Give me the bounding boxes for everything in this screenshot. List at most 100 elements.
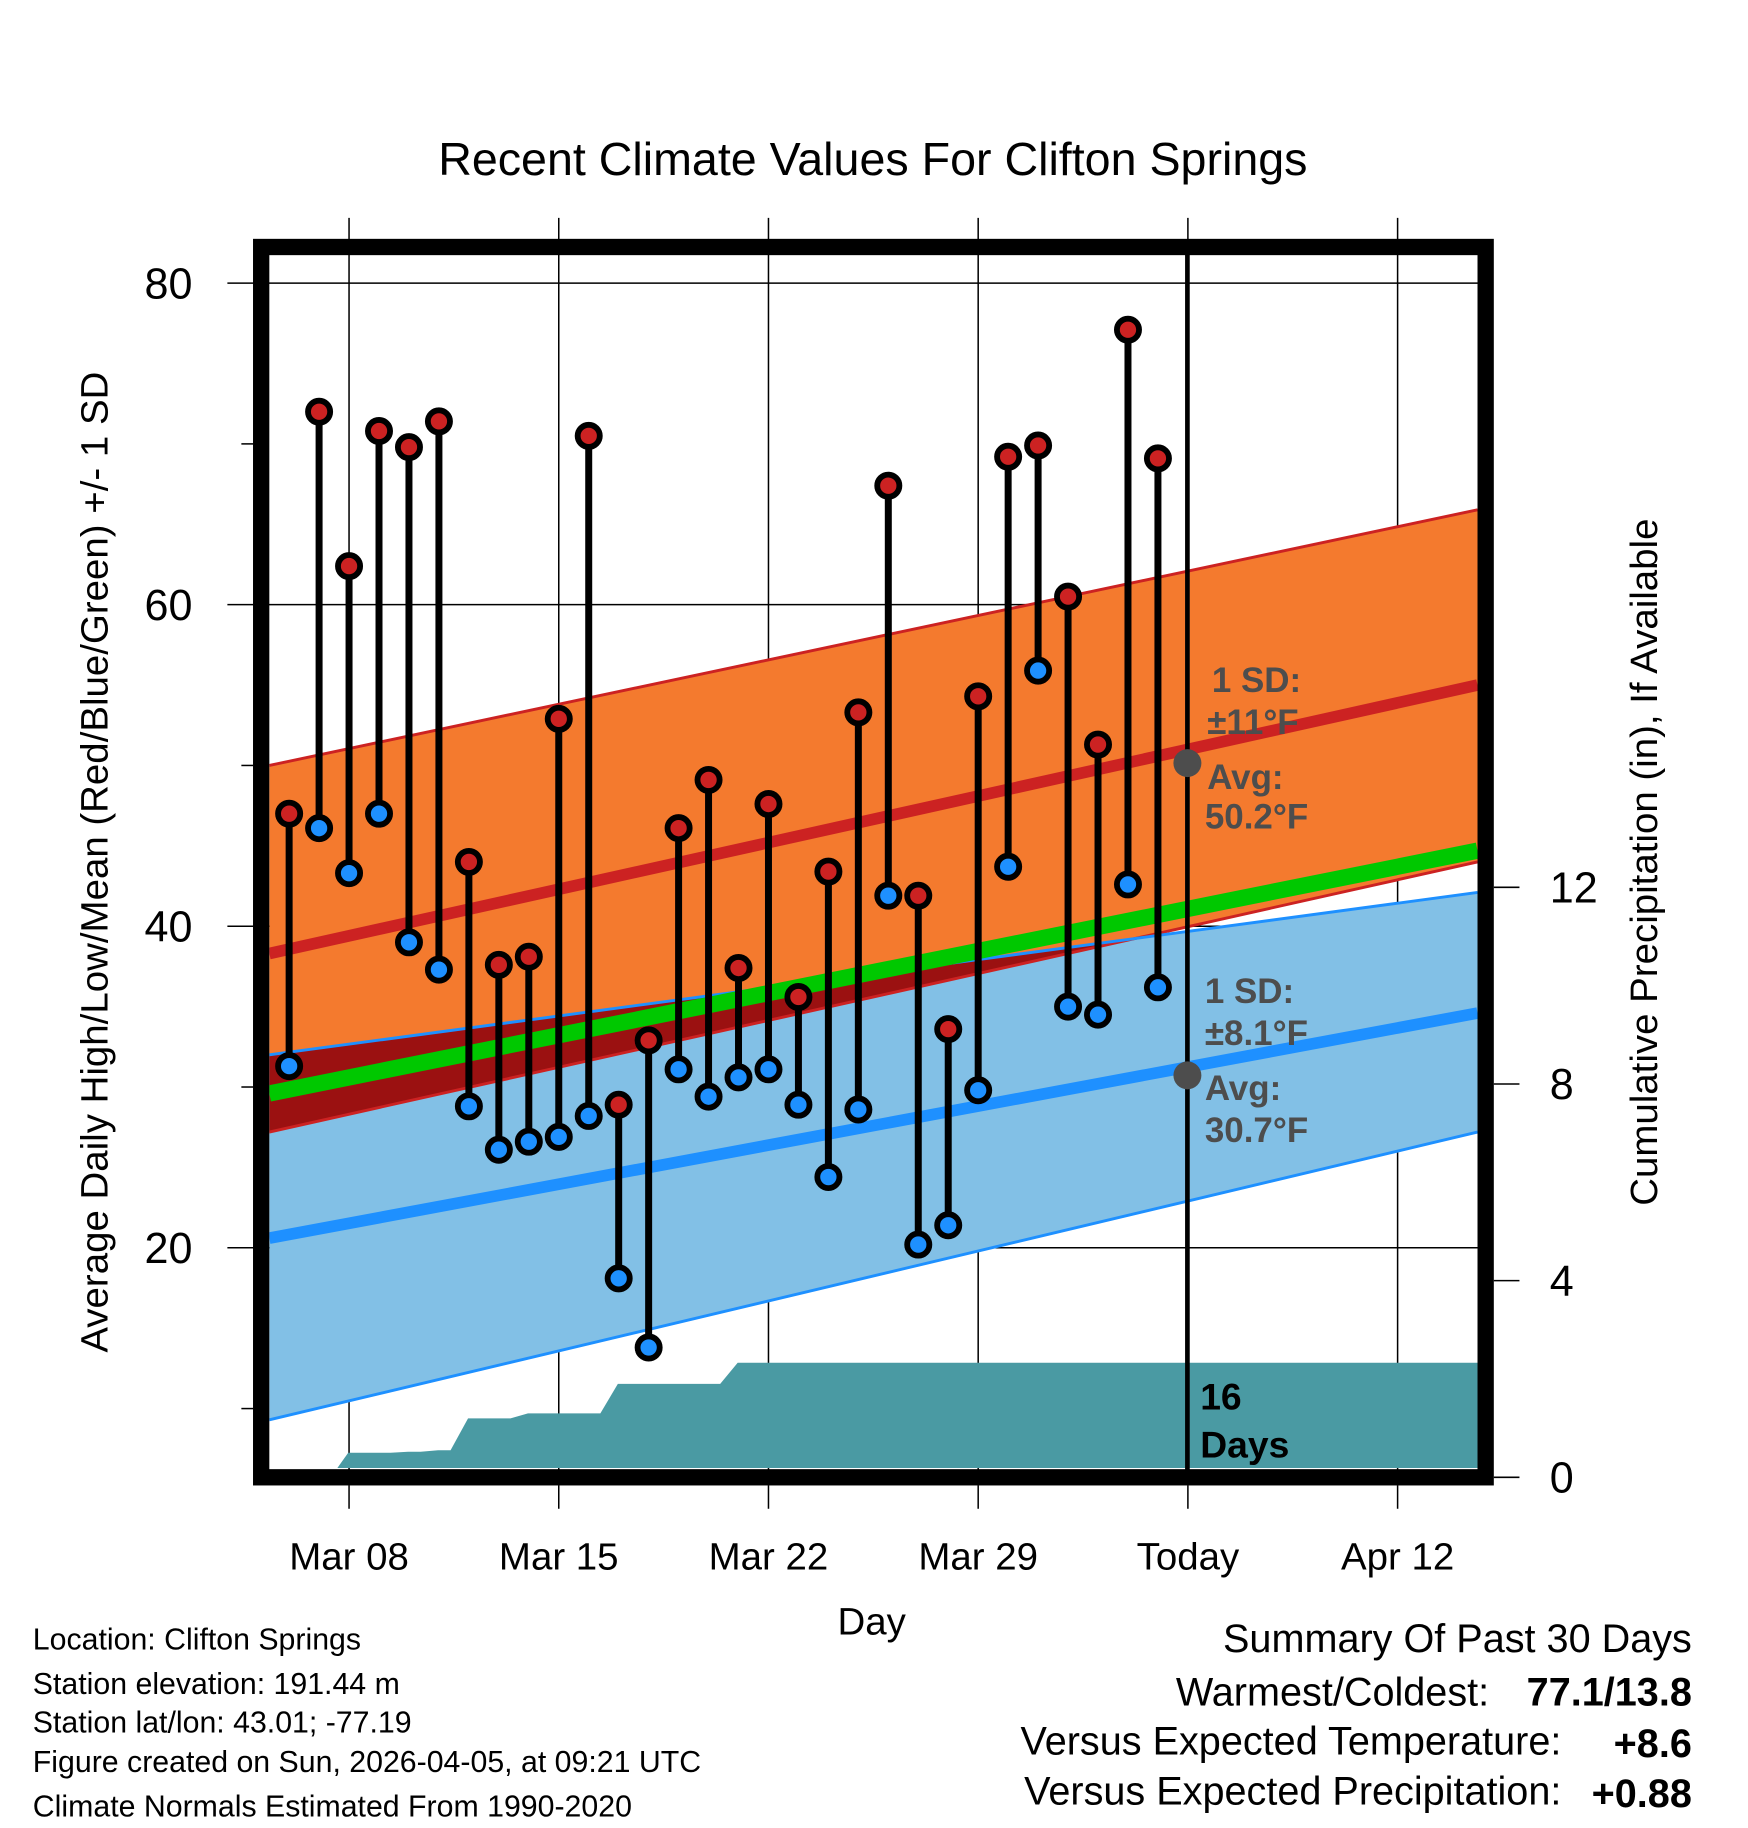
high-point (394, 433, 423, 462)
high-point (454, 847, 483, 876)
summary-temp-value: +8.6 (1614, 1722, 1692, 1766)
y-right-tick-label: 4 (1550, 1258, 1574, 1306)
low-point (604, 1264, 633, 1293)
low-avg-value: 30.7°F (1205, 1111, 1308, 1150)
x-tick-label: Mar 08 (289, 1535, 409, 1578)
low-point (844, 1095, 873, 1124)
today-high-avg-dot (1173, 749, 1202, 778)
low-point (1024, 656, 1053, 685)
high-point (1024, 431, 1053, 460)
precip-days-word: Days (1200, 1424, 1289, 1466)
plot-frame (253, 238, 1494, 1486)
high-point (904, 881, 933, 910)
low-point (1143, 973, 1172, 1002)
low-mean-line (269, 1007, 1478, 1244)
low-point (1084, 1000, 1112, 1029)
y-right-tick-label: 12 (1550, 864, 1598, 912)
low-point (934, 1211, 963, 1240)
high-point (934, 1015, 963, 1044)
high-point (754, 790, 783, 819)
high-point (514, 942, 543, 971)
low-point (664, 1055, 693, 1084)
y-tick-label: 20 (144, 1225, 192, 1273)
y-right-tick-label: 0 (1550, 1454, 1574, 1502)
low-point (994, 852, 1023, 881)
summary-warmest-value: 77.1/13.8 (1527, 1671, 1692, 1715)
high-point (964, 682, 993, 711)
low-point (275, 1052, 304, 1081)
low-lower-line (269, 1130, 1478, 1422)
high-point (604, 1090, 633, 1119)
low-point (904, 1230, 933, 1259)
high-point (994, 442, 1023, 471)
footer-elevation: Station elevation: 191.44 m (33, 1668, 400, 1701)
x-tick-label: Apr 12 (1341, 1535, 1454, 1578)
low-point (1054, 992, 1083, 1021)
low-point (544, 1122, 573, 1151)
low-point (964, 1076, 993, 1105)
low-point (754, 1055, 783, 1084)
low-point (814, 1163, 843, 1192)
low-point (784, 1090, 813, 1119)
low-point (424, 955, 453, 984)
precip-area (337, 1362, 1478, 1468)
low-point (694, 1082, 723, 1111)
low-point (1113, 870, 1142, 899)
low-point (394, 928, 423, 957)
high-point (874, 471, 903, 500)
summary-precip-label: Versus Expected Precipitation: (1024, 1770, 1561, 1814)
y-tick-label: 60 (144, 582, 192, 630)
high-sd-value: ±11°F (1207, 703, 1298, 742)
high-avg-label: Avg: (1207, 758, 1283, 797)
x-tick-label: Today (1137, 1535, 1240, 1578)
low-point (484, 1135, 513, 1164)
low-point (514, 1127, 543, 1156)
low-sd-value: ±8.1°F (1205, 1014, 1308, 1053)
x-tick-label: Mar 29 (918, 1535, 1038, 1578)
low-point (365, 799, 393, 828)
high-point (305, 397, 334, 426)
low-point (574, 1101, 603, 1130)
high-point (484, 950, 513, 979)
high-point (275, 799, 304, 828)
summary-warmest-label: Warmest/Coldest: (1176, 1671, 1489, 1715)
y-tick-label: 80 (144, 260, 192, 308)
low-point (874, 881, 903, 910)
high-point (694, 765, 723, 794)
x-axis-label: Day (837, 1601, 906, 1644)
chart-title: Recent Climate Values For Clifton Spring… (438, 133, 1307, 185)
high-point (365, 417, 393, 446)
y-axis-right-label: Cumulative Precipitation (in), If Availa… (1623, 519, 1666, 1206)
high-point (424, 407, 453, 436)
high-point (814, 857, 843, 886)
footer-created: Figure created on Sun, 2026-04-05, at 09… (33, 1746, 701, 1779)
high-point (574, 421, 603, 450)
y-right-tick-label: 8 (1550, 1061, 1574, 1109)
x-tick-label: Mar 22 (709, 1535, 829, 1578)
high-point (1084, 730, 1112, 759)
high-point (1054, 582, 1083, 611)
low-point (335, 859, 364, 888)
high-sd-label: 1 SD: (1212, 661, 1301, 700)
low-avg-label: Avg: (1205, 1069, 1281, 1108)
low-point (454, 1092, 483, 1121)
today-low-avg-dot (1173, 1061, 1202, 1090)
precip-days-count: 16 (1200, 1376, 1241, 1418)
high-point (1143, 444, 1172, 473)
high-point (784, 982, 813, 1011)
low-point (724, 1063, 753, 1092)
low-point (634, 1333, 663, 1362)
y-axis-label: Average Daily High/Low/Mean (Red/Blue/Gr… (73, 372, 116, 1353)
low-sd-label: 1 SD: (1205, 972, 1294, 1011)
footer-location: Location: Clifton Springs (33, 1624, 361, 1657)
high-point (724, 954, 753, 983)
footer-normals: Climate Normals Estimated From 1990-2020 (33, 1790, 632, 1823)
low-point (305, 814, 334, 843)
temperature-marks (275, 315, 1172, 1362)
high-point (544, 704, 573, 733)
high-point (335, 552, 364, 581)
high-point (844, 698, 873, 727)
footer-latlon: Station lat/lon: 43.01; -77.19 (33, 1706, 412, 1739)
